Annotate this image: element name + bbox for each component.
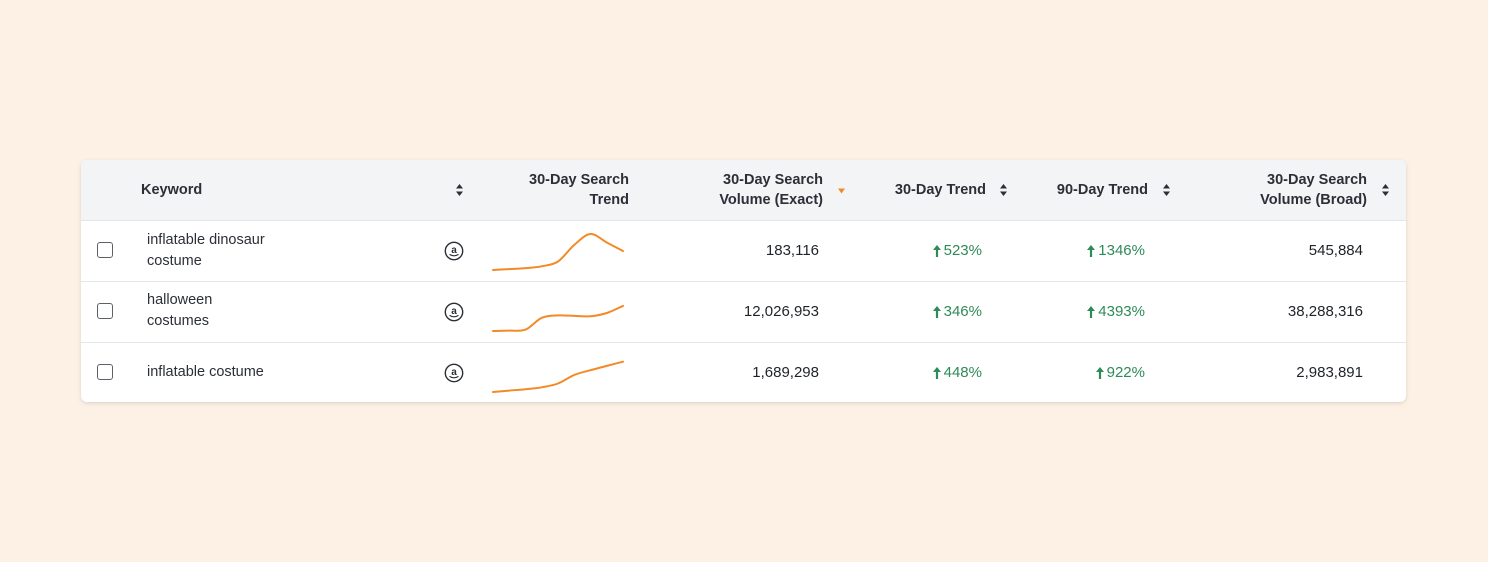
sort-icon[interactable] bbox=[999, 181, 1008, 199]
keyword-text-line1: halloween bbox=[147, 292, 213, 308]
sort-desc-active-icon[interactable] bbox=[837, 181, 846, 199]
arrow-up-icon bbox=[1095, 367, 1104, 379]
sort-icon[interactable] bbox=[455, 181, 464, 199]
column-label-keyword: Keyword bbox=[141, 182, 203, 198]
arrow-up-icon bbox=[1087, 306, 1096, 318]
row-checkbox[interactable] bbox=[97, 242, 113, 258]
sparkline-line bbox=[492, 304, 624, 332]
table-header: Keyword 30-Day Search Trend 30-Day Searc… bbox=[81, 160, 1406, 221]
trend-30d-text: 346% bbox=[943, 303, 982, 320]
keyword-cell: inflatable costume bbox=[147, 362, 307, 383]
arrow-up-icon bbox=[1087, 245, 1096, 257]
svg-text:a: a bbox=[451, 306, 457, 317]
trend-30d-text: 523% bbox=[943, 242, 982, 259]
column-header-search-trend[interactable]: 30-Day Search Trend bbox=[491, 160, 629, 220]
sort-icon[interactable] bbox=[1381, 181, 1390, 199]
trend-30d-value: 448% bbox=[881, 363, 982, 383]
volume-exact-value: 183,116 bbox=[765, 242, 819, 259]
row-checkbox[interactable] bbox=[97, 364, 113, 380]
column-label-search-trend-line1: 30-Day Search bbox=[529, 172, 629, 188]
svg-text:a: a bbox=[451, 367, 457, 378]
trend-30d-text: 448% bbox=[943, 364, 982, 381]
column-header-volume-exact[interactable]: 30-Day Search Volume (Exact) bbox=[681, 160, 823, 220]
keyword-table: Keyword 30-Day Search Trend 30-Day Searc… bbox=[81, 160, 1406, 402]
keyword-text-line2: costumes bbox=[147, 313, 210, 329]
trend-90d-text: 4393% bbox=[1098, 303, 1145, 320]
column-header-trend-30d[interactable]: 30-Day Trend bbox=[861, 160, 986, 220]
trend-90d-text: 922% bbox=[1106, 364, 1145, 381]
amazon-icon[interactable]: a bbox=[444, 302, 464, 322]
column-header-keyword[interactable]: Keyword bbox=[141, 160, 202, 220]
volume-broad-value: 545,884 bbox=[1308, 242, 1363, 259]
trend-90d-value: 1346% bbox=[1041, 241, 1145, 261]
volume-exact-value: 12,026,953 bbox=[743, 303, 819, 320]
sparkline-line bbox=[492, 360, 624, 393]
sparkline-chart bbox=[492, 304, 624, 332]
keyword-text-line1: inflatable costume bbox=[147, 364, 264, 380]
arrow-up-icon bbox=[932, 245, 941, 257]
table-row[interactable]: halloween costumes a 12,026,953 346% 439… bbox=[81, 282, 1406, 343]
column-label-trend-30d: 30-Day Trend bbox=[894, 182, 986, 198]
column-label-volume-exact-line2: Volume (Exact) bbox=[719, 192, 823, 208]
keyword-cell: inflatable dinosaur costume bbox=[147, 230, 307, 272]
column-label-search-trend-line2: Trend bbox=[589, 192, 629, 208]
arrow-up-icon bbox=[932, 367, 941, 379]
keyword-text-line2: costume bbox=[147, 253, 202, 269]
keyword-text-line1: inflatable dinosaur bbox=[147, 232, 265, 248]
volume-exact-value: 1,689,298 bbox=[752, 364, 819, 381]
trend-30d-value: 523% bbox=[881, 241, 982, 261]
sparkline-line bbox=[492, 233, 624, 271]
column-label-volume-broad-line2: Volume (Broad) bbox=[1260, 192, 1367, 208]
sparkline-chart bbox=[492, 360, 624, 393]
table-row[interactable]: inflatable dinosaur costume a 183,116 52… bbox=[81, 221, 1406, 282]
column-label-volume-broad-line1: 30-Day Search bbox=[1267, 172, 1367, 188]
sparkline-chart bbox=[492, 233, 624, 271]
sort-icon[interactable] bbox=[1162, 181, 1171, 199]
volume-broad-value: 38,288,316 bbox=[1287, 303, 1363, 320]
volume-broad-value: 2,983,891 bbox=[1296, 364, 1363, 381]
column-label-volume-exact-line1: 30-Day Search bbox=[723, 172, 823, 188]
column-label-trend-90d: 90-Day Trend bbox=[1056, 182, 1148, 198]
trend-90d-value: 922% bbox=[1041, 363, 1145, 383]
trend-90d-value: 4393% bbox=[1041, 302, 1145, 322]
table-row[interactable]: inflatable costume a 1,689,298 448% 922%… bbox=[81, 343, 1406, 402]
row-checkbox[interactable] bbox=[97, 303, 113, 319]
trend-30d-value: 346% bbox=[881, 302, 982, 322]
column-header-trend-90d[interactable]: 90-Day Trend bbox=[1021, 160, 1148, 220]
trend-90d-text: 1346% bbox=[1098, 242, 1145, 259]
column-header-volume-broad[interactable]: 30-Day Search Volume (Broad) bbox=[1201, 160, 1367, 220]
svg-text:a: a bbox=[451, 245, 457, 256]
amazon-icon[interactable]: a bbox=[444, 241, 464, 261]
keyword-cell: halloween costumes bbox=[147, 290, 307, 332]
amazon-icon[interactable]: a bbox=[444, 363, 464, 383]
arrow-up-icon bbox=[932, 306, 941, 318]
